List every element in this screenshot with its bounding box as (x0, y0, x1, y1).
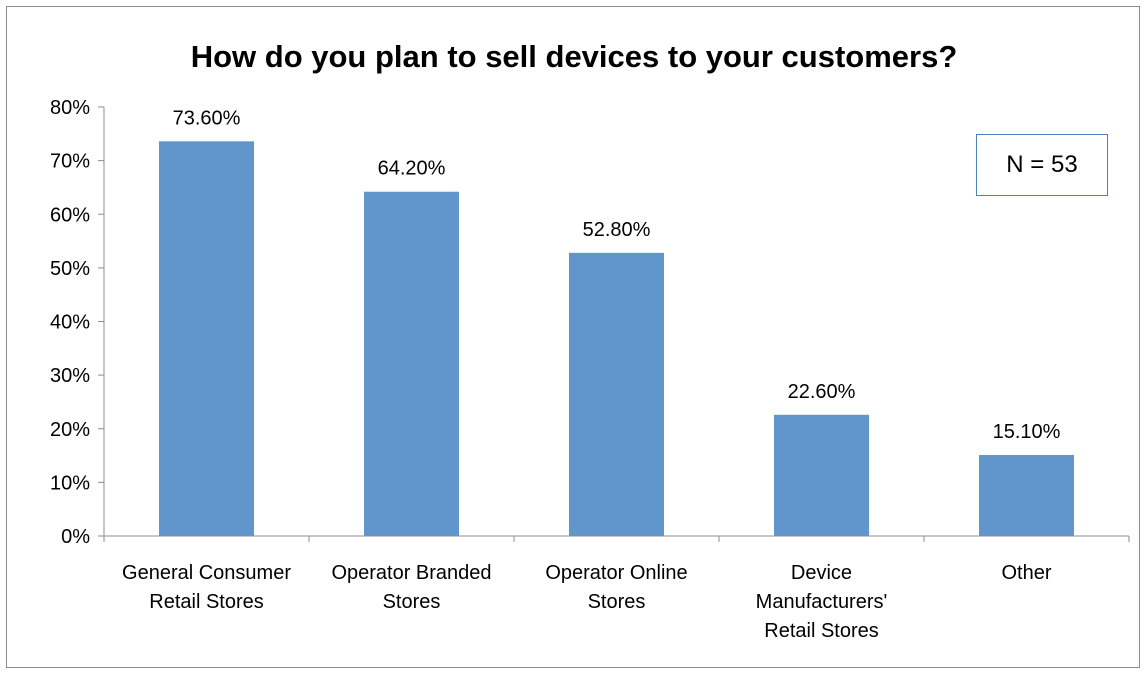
y-tick-label: 80% (50, 97, 90, 119)
x-category-label: Retail Stores (764, 620, 879, 642)
x-category-label: Other (1001, 562, 1051, 584)
x-category-label: Manufacturers' (756, 591, 888, 613)
x-category-label: Stores (383, 591, 441, 613)
bar (979, 455, 1074, 536)
y-tick-label: 20% (50, 419, 90, 441)
bar (774, 414, 869, 536)
y-tick-label: 60% (50, 204, 90, 226)
plot-area: 0% 10% 20% 30% 40% 50% 60% 70% 80% 73.60% General … (50, 97, 1130, 642)
x-category-label: General Consumer (122, 562, 291, 584)
bar (159, 141, 254, 536)
y-tick-label: 30% (50, 365, 90, 387)
y-tick-label: 50% (50, 258, 90, 280)
x-category-label: Device (791, 562, 852, 584)
x-category-label: Operator Branded (331, 562, 491, 584)
bar (364, 191, 459, 537)
chart-frame: How do you plan to sell devices to your … (6, 6, 1140, 668)
y-tick-label: 70% (50, 151, 90, 173)
data-label: 15.10% (993, 421, 1061, 443)
x-category-label: Retail Stores (149, 591, 264, 613)
y-tick-label: 10% (50, 472, 90, 494)
chart-title: How do you plan to sell devices to your … (190, 39, 958, 74)
x-category-label: Operator Online (545, 562, 687, 584)
data-label: 64.20% (378, 158, 446, 180)
x-category-label: Stores (588, 591, 646, 613)
data-label: 52.80% (583, 219, 651, 241)
data-label: 73.60% (173, 107, 241, 129)
data-label: 22.60% (788, 381, 856, 403)
y-tick-label: 40% (50, 312, 90, 334)
y-tick-label: 0% (61, 526, 90, 548)
sample-size-annotation: N = 53 (976, 134, 1108, 196)
bar (569, 252, 664, 537)
